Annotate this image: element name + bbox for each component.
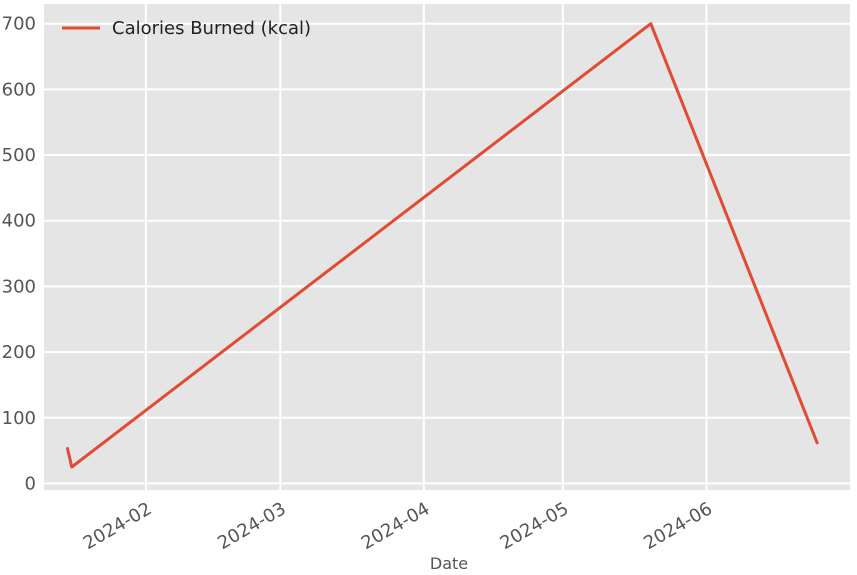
- series-layer: [65, 22, 819, 469]
- legend-label: Calories Burned (kcal): [112, 18, 311, 39]
- y-tick-label: 300: [2, 276, 36, 297]
- x-tick-label: 2024-03: [214, 498, 290, 554]
- x-tick-label: 2024-05: [497, 498, 573, 554]
- legend: Calories Burned (kcal): [62, 18, 311, 39]
- y-tick-label: 200: [2, 342, 36, 363]
- y-tick-label: 400: [2, 211, 36, 232]
- x-tick-label: 2024-04: [358, 498, 434, 554]
- x-tick-label: 2024-06: [640, 498, 716, 554]
- grid-lines: [44, 4, 850, 490]
- series-line: [65, 22, 819, 469]
- x-axis-title: Date: [430, 554, 468, 573]
- y-tick-label: 500: [2, 145, 36, 166]
- y-tick-label: 0: [25, 473, 36, 494]
- y-axis-ticks: 0 100 200 300 400 500 600 700: [2, 14, 36, 495]
- y-tick-label: 600: [2, 79, 36, 100]
- x-tick-label: 2024-02: [80, 498, 156, 554]
- plot-area: [44, 4, 850, 490]
- y-tick-label: 100: [2, 408, 36, 429]
- y-tick-label: 700: [2, 14, 36, 35]
- x-axis-ticks: 2024-02 2024-03 2024-04 2024-05 2024-06: [80, 498, 716, 554]
